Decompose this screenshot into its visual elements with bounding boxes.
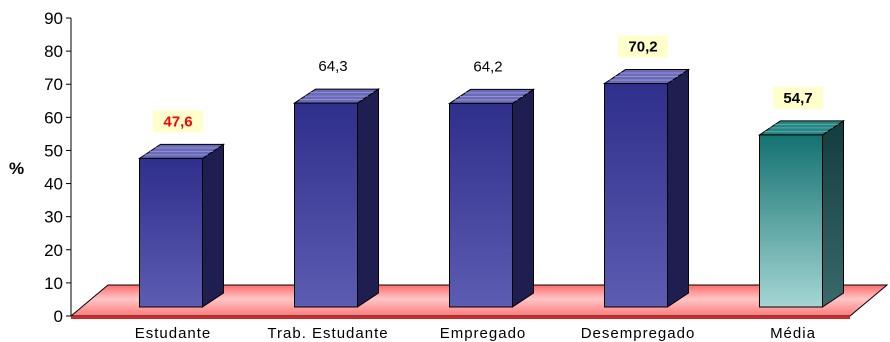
x-tick-label: Estudante [135,325,212,342]
y-tick-label: 20 [44,241,63,260]
data-label: 47,6 [163,113,192,130]
bar-m-dia [757,119,846,308]
bar-trab-estudante [292,88,381,308]
y-axis-label: % [9,159,24,178]
y-tick-label: 50 [44,141,63,160]
x-tick-label: Média [770,325,816,342]
bar-side [512,88,534,308]
y-tick-label: 40 [44,175,63,194]
bar-estudante [137,143,226,308]
y-tick-label: 30 [44,208,63,227]
bar-front [139,157,203,308]
floor-edge [71,316,850,319]
bar-front [294,102,358,308]
data-labels: Estudante 47,6 Trab. Estudante 64,3 Empregad… [135,35,823,342]
x-tick-label: Empregado [440,325,527,342]
data-label: 54,7 [783,90,812,107]
bar-front [449,102,513,308]
data-label-box [618,35,668,58]
y-tick-label: 60 [44,108,63,127]
data-label: 64,2 [473,58,502,75]
bars [137,68,846,308]
bar-desempregado [602,68,691,308]
data-label: 64,3 [318,58,347,75]
data-label-box [773,86,823,109]
bar-front [759,134,823,308]
y-tick-label: 90 [44,9,63,28]
y-tick-label: 80 [44,42,63,61]
y-tick-label: 70 [44,75,63,94]
y-tick-label: 0 [54,307,63,326]
x-tick-label: Desempregado [581,325,696,342]
bar-side [357,88,379,308]
bar-front [604,83,668,308]
bar-side [667,68,689,308]
bar-side [822,119,844,308]
data-label: 70,2 [628,39,657,56]
x-tick-label: Trab. Estudante [267,325,388,342]
bar-side [202,143,224,308]
y-tick-label: 10 [44,274,63,293]
data-label-box [153,110,203,133]
bar-empregado [447,88,536,308]
